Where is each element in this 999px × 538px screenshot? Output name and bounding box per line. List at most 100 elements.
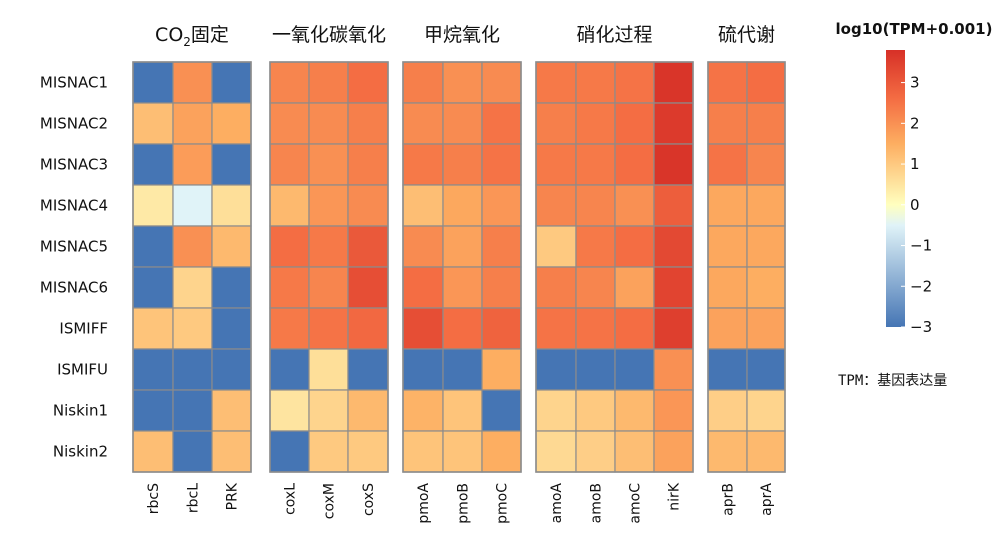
heatmap-cell [269,184,310,227]
heatmap-cell [746,102,786,145]
heatmap-cell [653,143,694,186]
row-label: Niskin1 [53,402,108,420]
colorbar-title: log10(TPM+0.001) [836,20,993,38]
heatmap-cell [308,61,349,104]
heatmap-cell [614,348,655,391]
heatmap-cell [481,225,522,268]
heatmap-cell [308,430,349,473]
group-frame [707,61,786,473]
heatmap-cell [481,389,522,432]
heatmap-cell [211,225,252,268]
colorbar-legend: log10(TPM+0.001) 3 2 1 0 −1 −2 −3 [836,20,993,336]
row-labels: MISNAC1 MISNAC2 MISNAC3 MISNAC4 MISNAC5 MISNA… [40,74,108,461]
heatmap-cell [746,184,786,227]
heatmap-cell [481,61,522,104]
heatmap-cell [653,348,694,391]
column-labels: rbcS rbcL PRK coxL coxM coxS pmoA pmoB pmoC amoA a… [146,482,775,524]
heatmap-cell [308,266,349,309]
heatmap-cell [308,225,349,268]
heatmap-cell [269,348,310,391]
group-title: CO2固定 [155,24,229,49]
heatmap-cell [211,307,252,350]
heatmap-cell [347,266,389,309]
group-title: 硫代谢 [718,24,775,46]
heatmap-cell [402,61,444,104]
heatmap-cell [746,143,786,186]
heatmap-cell [172,61,213,104]
heatmap-cell [442,307,483,350]
heatmap-cell [575,143,616,186]
heatmap-cell [172,348,213,391]
column-label: aprA [759,483,775,516]
heatmap-cell [535,389,577,432]
heatmap-cell [211,389,252,432]
heatmap-cell [535,430,577,473]
heatmap-cell [707,348,748,391]
group-frame [535,61,694,473]
group-frame [132,61,252,473]
heatmap-cell [347,143,389,186]
heatmap-cell [132,143,174,186]
column-label: amoA [549,483,565,524]
heatmap-cell [481,307,522,350]
heatmap-cell [653,102,694,145]
heatmap-cell [308,143,349,186]
row-label: ISMIFF [59,320,108,338]
heatmap-cell [614,184,655,227]
heatmap-cell [614,389,655,432]
heatmap-cell [172,307,213,350]
heatmap-cell [347,61,389,104]
heatmap-cell [269,307,310,350]
heatmap-cell [746,61,786,104]
row-label: MISNAC1 [40,74,108,92]
heatmap-group [402,61,522,473]
heatmap-cell [172,266,213,309]
heatmap-group [535,61,694,473]
colorbar [886,50,905,327]
column-label: nirK [667,482,683,511]
tpm-note: TPM：基因表达量 [838,372,947,389]
heatmap-cell [481,430,522,473]
heatmap-cell [347,225,389,268]
colorbar-tick-label: 1 [910,155,920,173]
colorbar-tick-label: 3 [910,74,920,92]
heatmap-cell [172,143,213,186]
row-label: ISMIFU [57,361,108,379]
colorbar-tick-label: 0 [910,196,920,214]
heatmap-cell [575,61,616,104]
heatmap-cell [707,184,748,227]
heatmap-cell [535,307,577,350]
heatmap-cell [347,348,389,391]
heatmap-cell [402,307,444,350]
group-titles: CO2固定 一氧化碳氧化 甲烷氧化 硝化过程 硫代谢 [155,24,775,49]
heatmap-cell [481,143,522,186]
heatmap-cell [535,348,577,391]
heatmap-cell [707,389,748,432]
heatmap-cell [132,307,174,350]
row-label: MISNAC3 [40,156,108,174]
heatmap-cell [707,225,748,268]
row-label: MISNAC6 [40,279,108,297]
heatmap-cell [442,143,483,186]
heatmap-cell [402,266,444,309]
heatmap-cell [211,266,252,309]
row-label: MISNAC4 [40,197,108,215]
heatmap-cell [402,184,444,227]
heatmap-cells [132,61,786,473]
heatmap-cell [707,102,748,145]
heatmap-cell [347,102,389,145]
heatmap-cell [402,225,444,268]
column-label: coxM [322,483,338,519]
group-title: 甲烷氧化 [424,24,500,46]
heatmap-cell [308,184,349,227]
heatmap-cell [653,61,694,104]
heatmap-cell [746,225,786,268]
heatmap-cell [402,102,444,145]
colorbar-tick-label: −2 [910,277,932,295]
heatmap-group [269,61,389,473]
heatmap-cell [172,430,213,473]
heatmap-cell [707,61,748,104]
heatmap-cell [535,102,577,145]
heatmap-cell [347,430,389,473]
heatmap-cell [575,266,616,309]
